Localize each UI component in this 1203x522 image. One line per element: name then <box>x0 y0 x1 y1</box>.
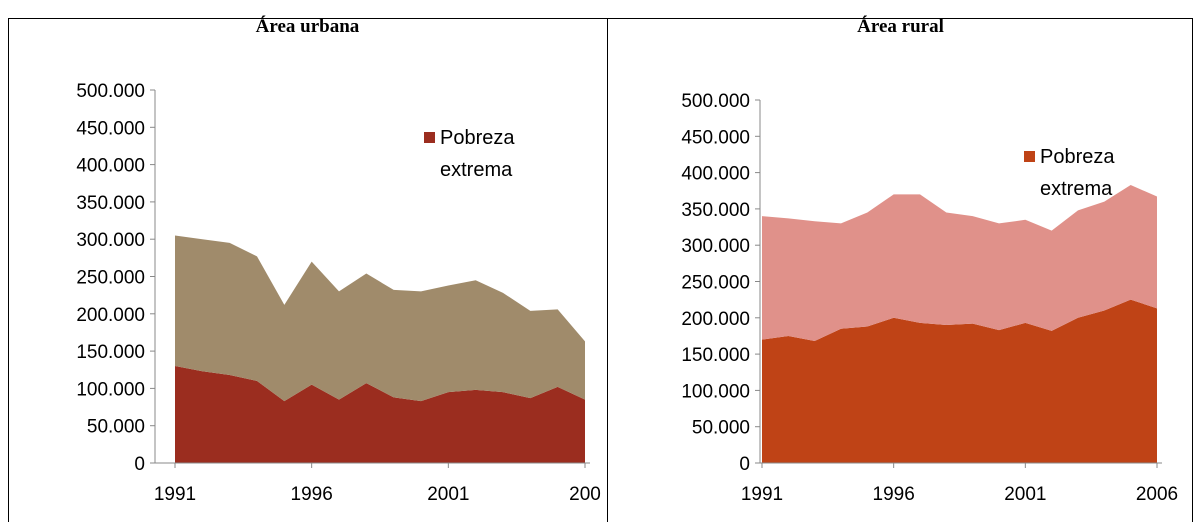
legend-swatch <box>424 132 435 143</box>
y-tick-label: 400.000 <box>76 156 145 177</box>
y-tick-label: 50.000 <box>87 417 145 438</box>
y-tick-label: 500.000 <box>76 81 145 102</box>
y-tick-label: 250.000 <box>681 273 750 294</box>
y-tick-label: 450.000 <box>76 118 145 139</box>
chart-title: Área rural <box>857 16 944 37</box>
x-tick-label: 2006 <box>1136 484 1178 505</box>
frame <box>8 18 1193 522</box>
y-tick-label: 0 <box>134 454 145 475</box>
x-tick-label: 2001 <box>427 484 469 505</box>
y-tick-label: 500.000 <box>681 91 750 112</box>
area <box>175 235 585 402</box>
y-tick-label: 200.000 <box>681 309 750 330</box>
y-tick-label: 400.000 <box>681 164 750 185</box>
x-tick-label: 200 <box>569 484 601 505</box>
divider <box>607 18 608 522</box>
x-tick-label: 1991 <box>154 484 196 505</box>
chart: 0 50.000 100.000 150.000 200.000 250.000 300.0… <box>76 81 601 505</box>
y-tick-label: 0 <box>739 454 750 475</box>
area <box>762 184 1157 342</box>
y-tick-label: 450.000 <box>681 127 750 148</box>
y-tick-label: 100.000 <box>681 381 750 402</box>
y-tick-label: 350.000 <box>681 200 750 221</box>
legend-entry: Pobreza extrema <box>424 122 550 186</box>
x-tick-label: 1991 <box>741 484 783 505</box>
y-tick-label: 350.000 <box>76 193 145 214</box>
chart-title: Área urbana <box>255 16 360 37</box>
y-tick-label: 200.000 <box>76 305 145 326</box>
y-tick-label: 100.000 <box>76 379 145 400</box>
y-tick-label: 150.000 <box>681 345 750 366</box>
y-tick-label: 50.000 <box>692 418 750 439</box>
legend-entry: Pobreza extrema <box>1024 141 1150 205</box>
area <box>762 299 1157 463</box>
x-tick-label: 1996 <box>291 484 333 505</box>
legend-label: Pobreza extrema <box>1040 146 1115 200</box>
legend-swatch <box>1024 151 1035 162</box>
chart: 0 50.000 100.000 150.000 200.000 250.000 300.0… <box>681 91 1178 505</box>
x-tick-label: 2001 <box>1004 484 1046 505</box>
legend-label: Pobreza extrema <box>440 127 515 181</box>
y-tick-label: 250.000 <box>76 268 145 289</box>
y-tick-label: 300.000 <box>76 230 145 251</box>
y-tick-label: 150.000 <box>76 342 145 363</box>
area <box>175 366 585 463</box>
y-tick-label: 300.000 <box>681 236 750 257</box>
x-tick-label: 1996 <box>873 484 915 505</box>
